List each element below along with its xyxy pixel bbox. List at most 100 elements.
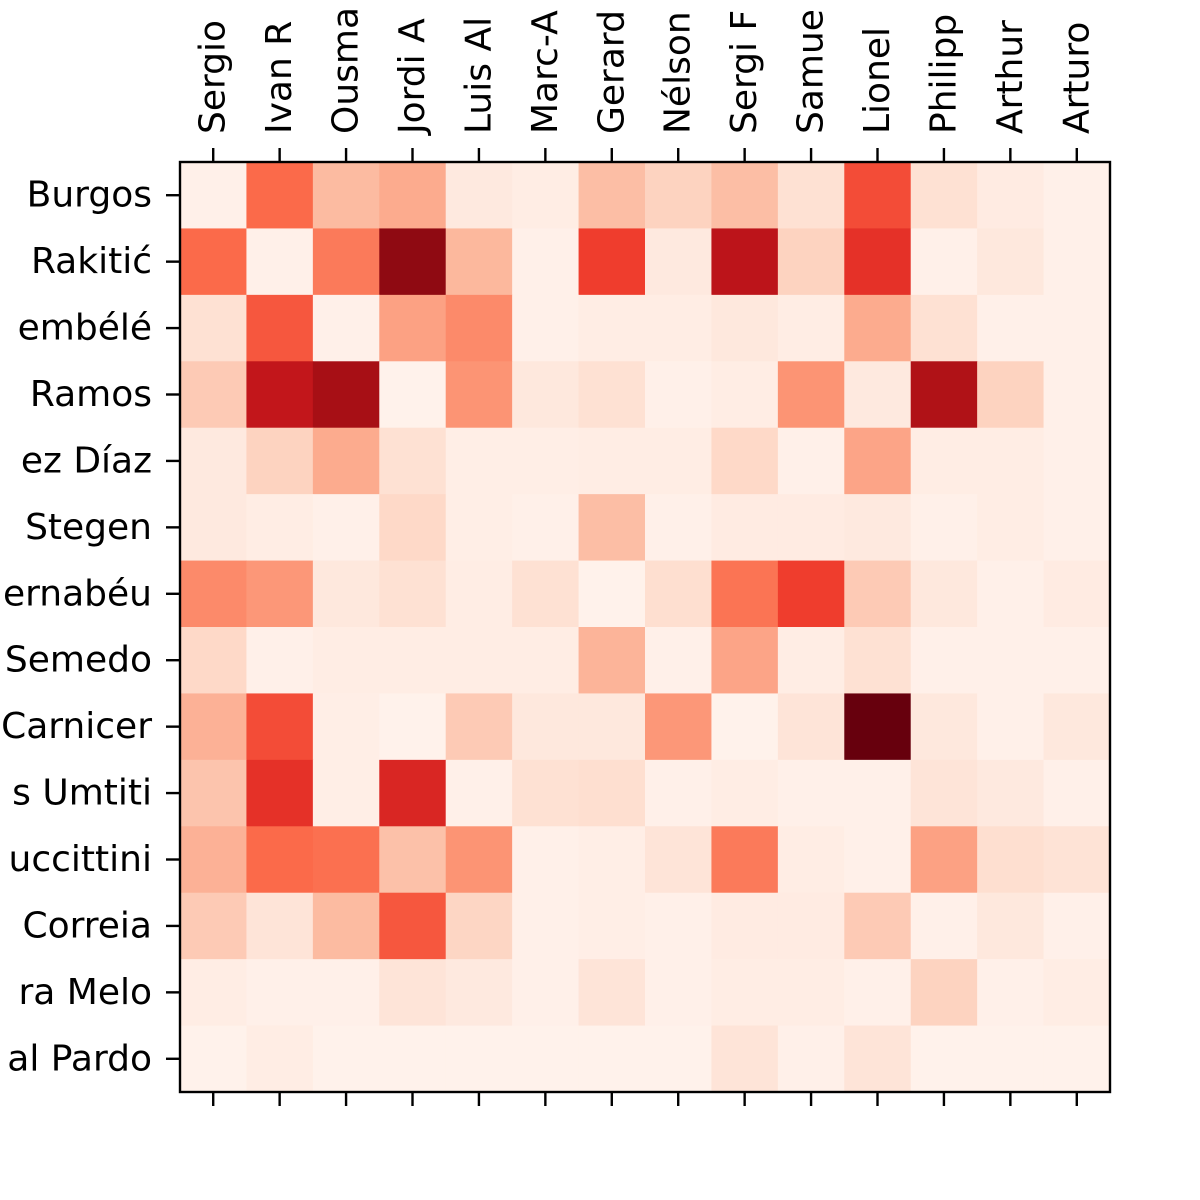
heatmap-cell [977, 892, 1045, 960]
heatmap-cell [379, 826, 447, 894]
heatmap-cell [844, 361, 912, 429]
heatmap-cell [1043, 427, 1111, 495]
heatmap-cell [1043, 560, 1111, 628]
heatmap-cell [977, 1025, 1045, 1093]
heatmap-cell [711, 427, 779, 495]
heatmap-cell [578, 627, 646, 694]
y-tick-label: ernabéu [3, 573, 152, 614]
heatmap-cell [180, 162, 247, 229]
heatmap-cell [512, 892, 580, 960]
x-tick-label: Ivan R [259, 21, 300, 134]
heatmap-cell [180, 627, 247, 694]
heatmap-cell [711, 759, 779, 827]
heatmap-cell [379, 1025, 447, 1093]
heatmap-cell [777, 560, 845, 628]
heatmap-cell [1043, 1025, 1111, 1093]
heatmap-cell [312, 892, 380, 960]
heatmap-cell [246, 560, 314, 628]
heatmap-cell [445, 228, 513, 296]
x-tick-label: Sergio [193, 20, 234, 134]
heatmap-cell [312, 959, 380, 1027]
heatmap-cell [512, 361, 580, 429]
heatmap-cell [844, 294, 912, 362]
heatmap-cell [1043, 959, 1111, 1027]
heatmap-cell [910, 759, 978, 827]
x-axis-top: Sergio Ivan R Ousma Jordi A Luis Al Marc-A Ger… [193, 7, 1097, 162]
heatmap-cell [578, 826, 646, 894]
heatmap-cell [445, 294, 513, 362]
heatmap-cell [645, 361, 712, 429]
x-tick-label: Arturo [1056, 22, 1097, 134]
x-tick-label: Arthur [990, 20, 1031, 134]
heatmap-cell [180, 427, 247, 495]
x-tick-label: Sergi F [724, 10, 765, 134]
y-tick-label: Burgos [27, 175, 152, 216]
heatmap-cell [379, 959, 447, 1027]
y-tick-label: Ramos [30, 374, 152, 415]
heatmap-cell [977, 361, 1045, 429]
heatmap-cell [977, 427, 1045, 495]
heatmap-cell [578, 892, 646, 960]
heatmap-cell [180, 361, 247, 429]
x-tick-label: Ousma [326, 7, 367, 134]
heatmap-cell [578, 427, 646, 495]
heatmap-cell [312, 826, 380, 894]
heatmap-cells [180, 162, 1111, 1093]
heatmap-cell [379, 560, 447, 628]
heatmap-cell [910, 826, 978, 894]
heatmap-cell [711, 162, 779, 229]
heatmap-cell [312, 361, 380, 429]
heatmap-cell [512, 826, 580, 894]
heatmap-cell [1043, 826, 1111, 894]
heatmap-cell [711, 892, 779, 960]
heatmap-cell [711, 826, 779, 894]
heatmap-cell [844, 892, 912, 960]
heatmap-cell [180, 228, 247, 296]
heatmap-cell [312, 1025, 380, 1093]
heatmap-cell [977, 560, 1045, 628]
heatmap-cell [844, 1025, 912, 1093]
x-tick-label: Gerard [591, 10, 632, 134]
heatmap-cell [910, 228, 978, 296]
heatmap-cell [844, 693, 912, 761]
x-tick-label: Philipp [923, 14, 964, 134]
heatmap-cell [246, 959, 314, 1027]
heatmap-cell [777, 361, 845, 429]
heatmap-cell [379, 162, 447, 229]
heatmap-cell [512, 693, 580, 761]
heatmap-cell [777, 892, 845, 960]
heatmap-cell [645, 759, 712, 827]
heatmap-cell [512, 560, 580, 628]
heatmap-cell [844, 494, 912, 562]
heatmap-cell [844, 959, 912, 1027]
y-tick-label: Carnicer [1, 706, 152, 747]
y-tick-label: ra Melo [18, 972, 152, 1013]
heatmap-cell [711, 627, 779, 694]
heatmap-cell [180, 826, 247, 894]
heatmap-cell [246, 693, 314, 761]
heatmap-cell [578, 294, 646, 362]
heatmap-cell [910, 627, 978, 694]
heatmap-cell [910, 560, 978, 628]
heatmap-cell [910, 959, 978, 1027]
heatmap-cell [379, 294, 447, 362]
heatmap-cell [379, 759, 447, 827]
heatmap-cell [910, 1025, 978, 1093]
heatmap-cell [844, 228, 912, 296]
heatmap-cell [180, 959, 247, 1027]
heatmap-cell [844, 759, 912, 827]
heatmap-cell [578, 494, 646, 562]
heatmap-cell [777, 294, 845, 362]
heatmap-cell [977, 693, 1045, 761]
y-axis: Burgos Rakitić embélé Ramos ez Díaz Stegen ern… [1, 175, 180, 1079]
heatmap-cell [578, 693, 646, 761]
heatmap-cell [578, 959, 646, 1027]
heatmap-cell [312, 294, 380, 362]
y-tick-label: embélé [18, 308, 152, 349]
x-tick-label: Luis Al [458, 17, 499, 134]
heatmap-cell [246, 826, 314, 894]
heatmap-cell [445, 1025, 513, 1093]
plot-frame [178, 160, 1112, 1094]
heatmap-cell [445, 826, 513, 894]
